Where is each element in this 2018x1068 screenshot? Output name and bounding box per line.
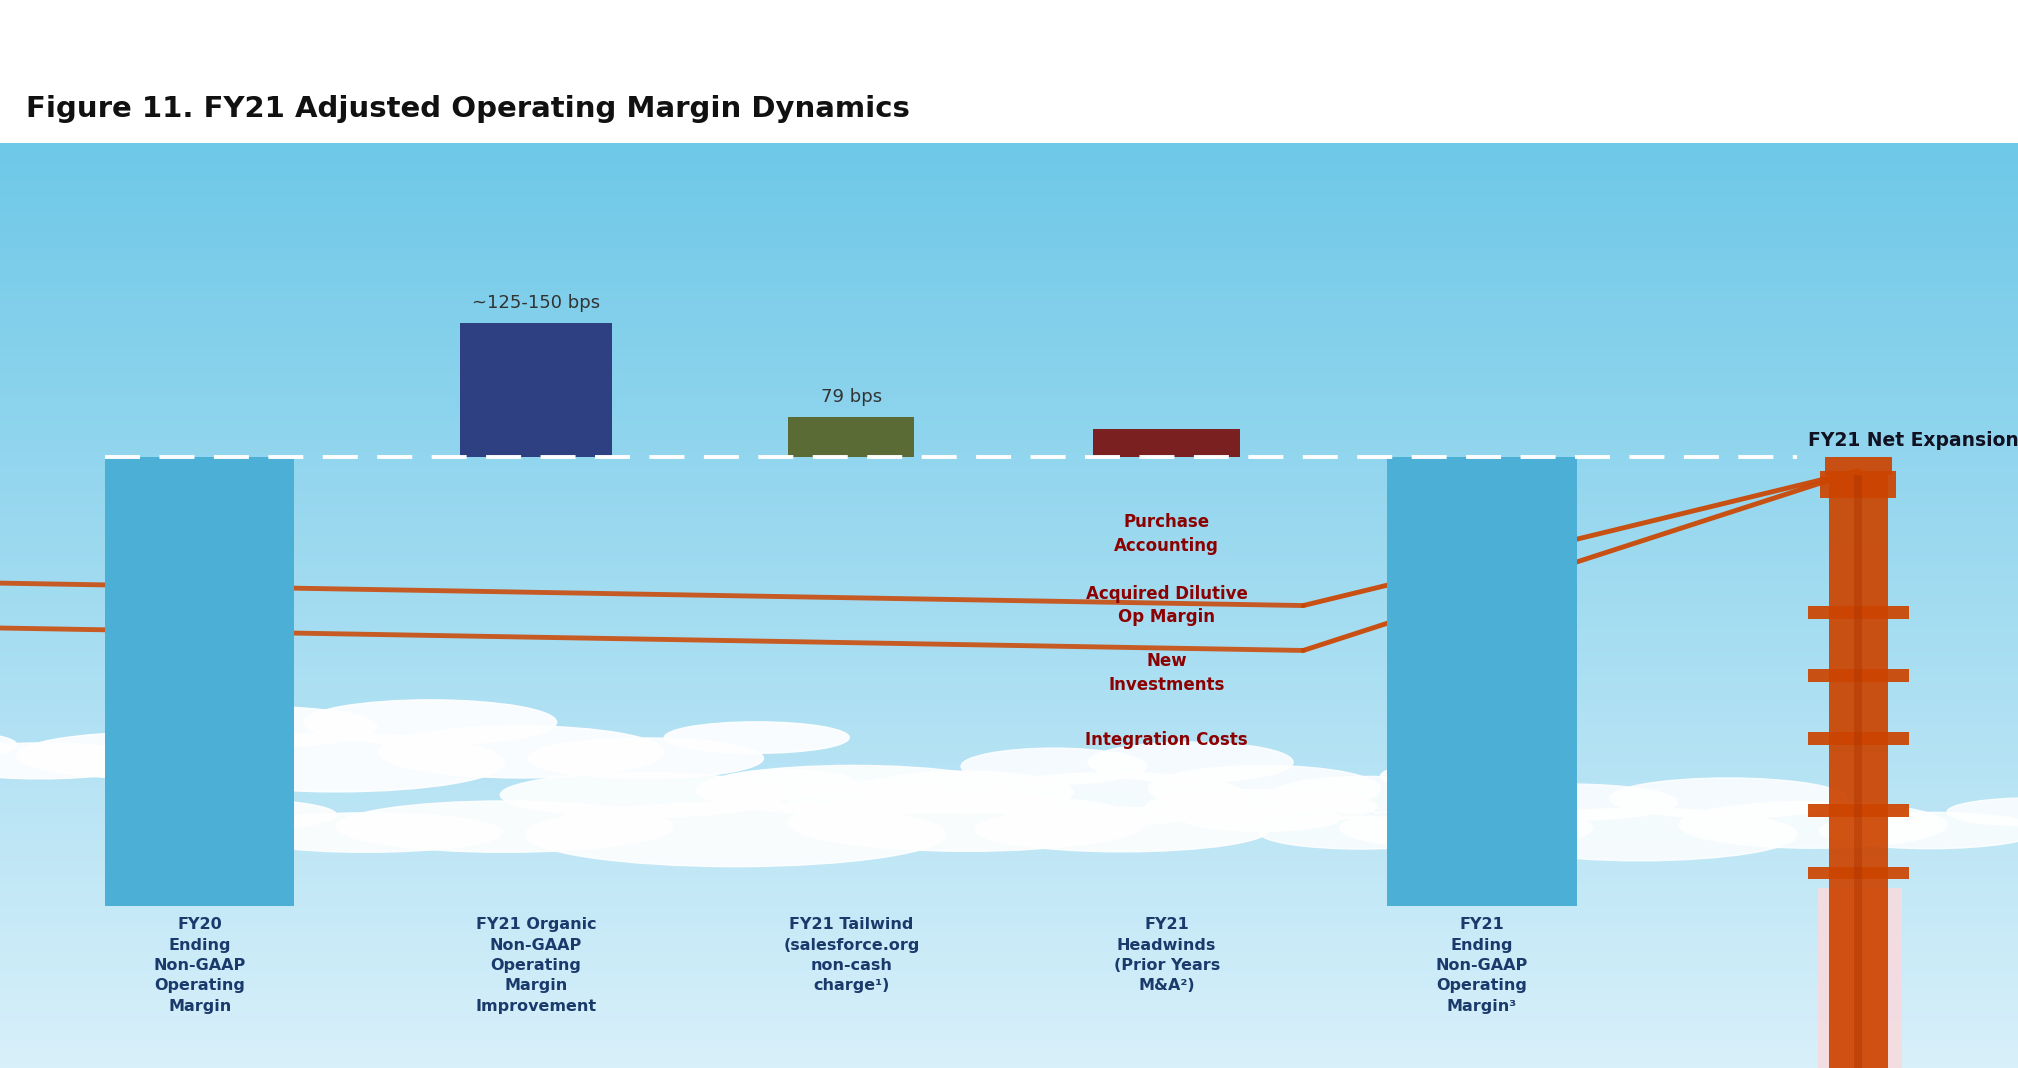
Bar	[1855, 475, 1863, 1068]
Ellipse shape	[1259, 817, 1465, 849]
Text: Integration Costs: Integration Costs	[1086, 732, 1247, 750]
Bar	[1808, 867, 1909, 879]
Bar	[1808, 670, 1909, 681]
Text: 79 bps: 79 bps	[821, 388, 882, 406]
Bar	[105, 457, 295, 907]
Ellipse shape	[0, 743, 149, 779]
Ellipse shape	[696, 766, 1011, 815]
Ellipse shape	[305, 700, 557, 744]
Ellipse shape	[1463, 784, 1677, 820]
Ellipse shape	[16, 733, 287, 779]
Text: ~125-150 bps: ~125-150 bps	[472, 294, 599, 312]
Ellipse shape	[147, 707, 377, 747]
Ellipse shape	[125, 799, 337, 831]
Ellipse shape	[1380, 761, 1532, 790]
Text: Acquired Dilutive
Op Margin: Acquired Dilutive Op Margin	[1086, 585, 1247, 626]
Bar	[1808, 733, 1909, 744]
Ellipse shape	[1183, 805, 1340, 831]
Bar	[1808, 607, 1909, 619]
Ellipse shape	[500, 773, 787, 817]
Ellipse shape	[1269, 776, 1461, 813]
Text: FY21 Tailwind
(salesforce.org
non-cash
charge¹): FY21 Tailwind (salesforce.org non-cash c…	[783, 917, 920, 993]
Ellipse shape	[1481, 808, 1798, 861]
Bar	[1808, 804, 1909, 817]
Ellipse shape	[529, 738, 763, 779]
Ellipse shape	[785, 781, 963, 813]
Ellipse shape	[1148, 766, 1380, 813]
Ellipse shape	[1088, 742, 1294, 783]
Ellipse shape	[977, 772, 1251, 824]
Ellipse shape	[961, 748, 1146, 785]
Ellipse shape	[1820, 813, 2018, 849]
Ellipse shape	[167, 734, 504, 791]
Ellipse shape	[854, 771, 1074, 813]
Ellipse shape	[525, 802, 946, 866]
Ellipse shape	[337, 801, 672, 852]
Ellipse shape	[975, 807, 1269, 852]
Text: Figure 11. FY21 Adjusted Operating Margin Dynamics: Figure 11. FY21 Adjusted Operating Margi…	[26, 95, 910, 123]
Bar	[1094, 428, 1241, 457]
Ellipse shape	[379, 726, 664, 778]
Bar	[1818, 889, 1903, 1068]
Ellipse shape	[0, 731, 16, 759]
Ellipse shape	[1610, 778, 1846, 818]
Bar	[1820, 471, 1897, 498]
Bar	[789, 417, 914, 457]
Bar	[460, 323, 611, 457]
Bar	[1828, 475, 1887, 1068]
Text: New
Investments: New Investments	[1108, 653, 1225, 694]
Text: FY21
Headwinds
(Prior Years
M&A²): FY21 Headwinds (Prior Years M&A²)	[1114, 917, 1219, 993]
Ellipse shape	[1679, 801, 1947, 848]
Ellipse shape	[789, 794, 1146, 851]
Ellipse shape	[1146, 789, 1376, 824]
Ellipse shape	[664, 722, 850, 753]
Text: FY20
Ending
Non-GAAP
Operating
Margin: FY20 Ending Non-GAAP Operating Margin	[153, 917, 246, 1014]
Text: FY21 Net Expansion: FY21 Net Expansion	[1808, 431, 2018, 451]
Text: FY21
Ending
Non-GAAP
Operating
Margin³: FY21 Ending Non-GAAP Operating Margin³	[1437, 917, 1528, 1014]
Text: Purchase
Accounting: Purchase Accounting	[1114, 513, 1219, 554]
Bar	[1824, 457, 1893, 475]
Bar	[1388, 457, 1576, 907]
Ellipse shape	[718, 770, 854, 796]
Text: FY21 Organic
Non-GAAP
Operating
Margin
Improvement: FY21 Organic Non-GAAP Operating Margin I…	[476, 917, 597, 1014]
Ellipse shape	[1340, 807, 1592, 849]
Ellipse shape	[230, 813, 502, 852]
Ellipse shape	[1947, 798, 2018, 826]
